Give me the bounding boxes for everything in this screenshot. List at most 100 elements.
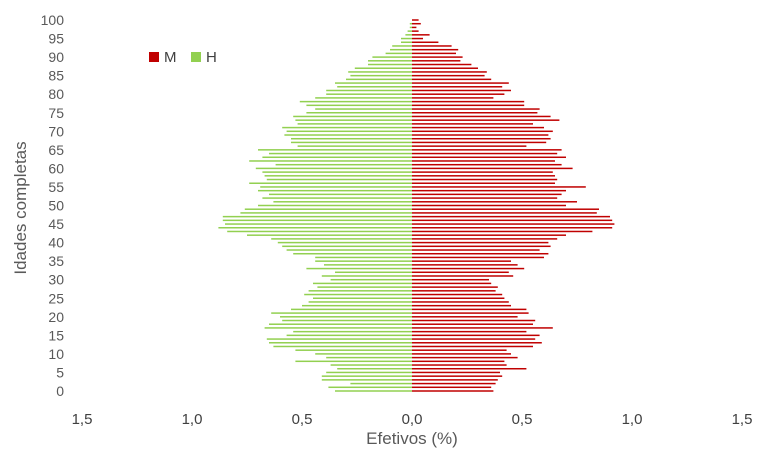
bar-m-age-33 [412, 267, 525, 270]
bar-m-age-24 [412, 301, 509, 303]
x-tick-label: 0,5 [512, 411, 533, 428]
bar-m-age-90 [412, 56, 463, 58]
legend-swatch-h [191, 52, 201, 62]
x-tick-label: 0,0 [402, 411, 423, 428]
bar-m-age-69 [412, 134, 549, 136]
bar-h-age-23 [302, 304, 412, 307]
bar-h-age-13 [269, 342, 412, 344]
bar-m-age-20 [412, 316, 518, 318]
bar-m-age-43 [412, 230, 593, 233]
bar-m-age-66 [412, 145, 527, 147]
bar-h-age-10 [315, 353, 412, 355]
bar-m-age-23 [412, 304, 511, 307]
bar-h-age-11 [295, 349, 412, 351]
legend-label-m: M [164, 49, 177, 66]
bar-h-age-5 [326, 371, 412, 374]
bar-h-age-21 [271, 312, 412, 314]
bar-m-age-85 [412, 74, 485, 77]
bar-m-age-17 [412, 327, 553, 329]
bar-m-age-35 [412, 260, 511, 262]
bar-m-age-36 [412, 256, 544, 259]
bar-m-age-25 [412, 297, 505, 299]
bar-h-age-26 [304, 293, 412, 296]
bar-h-age-65 [258, 149, 412, 151]
bar-m-age-8 [412, 360, 505, 363]
bar-h-age-17 [264, 327, 412, 329]
bar-h-age-80 [326, 93, 412, 95]
bar-h-age-49 [244, 208, 412, 210]
bar-m-age-21 [412, 312, 529, 314]
bar-h-age-31 [321, 275, 412, 277]
bar-m-age-95 [412, 37, 423, 40]
bar-m-age-87 [412, 67, 478, 69]
y-tick-label: 45 [48, 216, 64, 232]
bar-m-age-94 [412, 41, 439, 44]
bar-m-age-97 [412, 30, 419, 32]
bar-m-age-18 [412, 323, 533, 325]
bar-m-age-76 [412, 108, 540, 110]
bar-m-age-65 [412, 149, 562, 151]
bar-m-age-47 [412, 215, 610, 218]
bar-m-age-60 [412, 167, 573, 170]
bar-h-age-43 [227, 230, 412, 233]
bar-m-age-81 [412, 89, 511, 92]
bar-m-age-84 [412, 78, 492, 81]
bar-h-age-9 [326, 356, 412, 359]
bar-h-age-60 [255, 167, 412, 170]
bar-m-age-93 [412, 45, 452, 47]
bar-h-age-22 [291, 308, 412, 311]
bar-h-age-85 [350, 74, 412, 77]
bar-m-age-40 [412, 241, 549, 244]
bar-h-age-27 [308, 290, 412, 292]
bar-h-age-57 [266, 178, 412, 181]
bar-m-age-30 [412, 278, 489, 281]
bar-m-age-7 [412, 364, 507, 366]
bar-h-age-6 [337, 367, 412, 370]
bar-m-age-55 [412, 186, 586, 188]
bar-m-age-45 [412, 223, 615, 225]
bar-h-age-48 [240, 212, 412, 214]
bar-h-age-61 [275, 163, 412, 166]
bar-h-age-8 [295, 360, 412, 363]
y-tick-label: 35 [48, 253, 64, 269]
x-axis-title: Efetivos (%) [366, 429, 458, 448]
bar-m-age-27 [412, 290, 496, 292]
bar-h-age-56 [249, 182, 412, 184]
bar-m-age-15 [412, 334, 540, 337]
bar-m-age-77 [412, 104, 525, 107]
bar-h-age-38 [286, 249, 412, 251]
bar-m-age-58 [412, 175, 555, 177]
bar-m-age-78 [412, 100, 525, 103]
bar-h-age-34 [324, 264, 412, 266]
bar-h-age-83 [335, 82, 412, 84]
bar-m-age-96 [412, 34, 430, 36]
bar-h-age-66 [297, 145, 412, 147]
bar-m-age-73 [412, 119, 560, 121]
y-tick-label: 0 [56, 383, 64, 399]
bar-h-age-91 [385, 52, 412, 55]
bar-m-age-92 [412, 48, 459, 51]
bar-h-age-41 [271, 238, 412, 240]
bar-h-age-74 [293, 115, 412, 118]
bar-m-age-62 [412, 160, 555, 162]
bar-h-age-18 [269, 323, 412, 325]
y-tick-label: 15 [48, 327, 64, 343]
bar-h-age-79 [315, 97, 412, 99]
bar-m-age-37 [412, 252, 549, 255]
bar-h-age-35 [315, 260, 412, 262]
bar-m-age-72 [412, 123, 533, 125]
bar-m-age-1 [412, 386, 492, 389]
bar-m-age-64 [412, 152, 558, 155]
y-tick-label: 60 [48, 160, 64, 176]
bar-h-age-39 [282, 245, 412, 248]
x-tick-label: 1,5 [732, 411, 753, 428]
y-tick-label: 90 [48, 49, 64, 65]
bar-m-age-52 [412, 197, 558, 199]
bar-m-age-79 [412, 97, 494, 99]
bar-h-age-67 [291, 141, 412, 144]
bar-h-age-33 [306, 267, 412, 270]
bar-h-age-54 [258, 189, 412, 192]
y-axis-ticks: 0 5 10 15 20 25 30 35 40 45 50 55 60 65 70 75 80 85 90 95 10… [41, 12, 65, 399]
bar-h-age-90 [372, 56, 412, 58]
bar-h-age-76 [315, 108, 412, 110]
